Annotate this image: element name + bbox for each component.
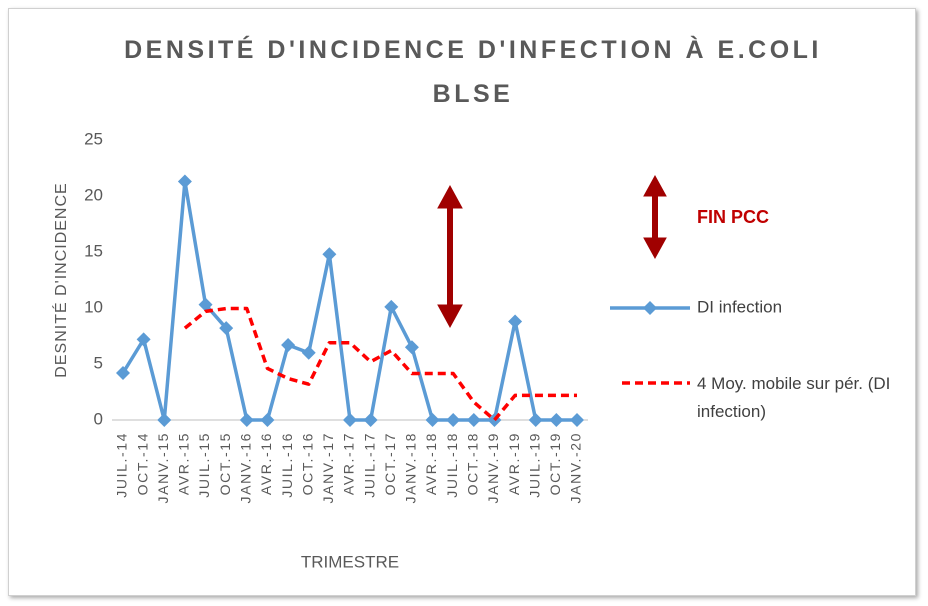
x-tick-label: AVR.-19 — [506, 432, 522, 495]
x-tick-label: OCT.-15 — [217, 432, 233, 495]
data-point — [260, 413, 275, 427]
x-tick-label: OCT.-18 — [465, 432, 481, 495]
x-tick-label: JANV.-19 — [485, 432, 501, 503]
legend-label: DI infection — [697, 297, 782, 316]
data-point — [528, 413, 543, 427]
x-tick-label: JUIL.-19 — [526, 432, 542, 498]
x-tick-label: JUIL.-14 — [114, 432, 130, 498]
chart-frame — [8, 8, 916, 596]
y-tick-label: 20 — [84, 185, 103, 204]
data-point — [177, 174, 192, 189]
series-line — [183, 306, 577, 422]
data-point — [549, 413, 564, 427]
data-point — [322, 247, 337, 262]
data-point — [219, 321, 234, 336]
data-point — [116, 365, 130, 380]
data-point — [157, 413, 172, 427]
data-point — [343, 413, 357, 427]
annotation: FIN PCC — [697, 207, 769, 227]
legend-label: 4 Moy. mobile sur pér. (DI infection) — [697, 374, 891, 421]
legend-swatch — [643, 301, 657, 315]
x-tick-label: OCT.-14 — [134, 432, 150, 495]
data-point — [466, 413, 481, 427]
arrow — [437, 184, 463, 329]
x-tick-label: OCT.-17 — [382, 432, 398, 495]
x-tick-label: OCT.-16 — [299, 432, 315, 495]
x-tick-label: JUIL.-16 — [279, 432, 295, 498]
x-axis-title: TRIMESTRE — [301, 552, 399, 571]
y-tick-label: 15 — [84, 241, 103, 260]
x-tick-label: JUIL.-17 — [361, 432, 377, 498]
data-point — [136, 332, 151, 347]
data-point — [239, 413, 254, 427]
x-tick-label: JUIL.-18 — [444, 432, 460, 498]
data-point — [508, 314, 523, 329]
x-tick-label: JANV.-16 — [238, 432, 254, 503]
x-tick-label: AVR.-16 — [258, 432, 274, 495]
data-point — [384, 299, 399, 314]
x-tick-label: JANV.-20 — [568, 432, 584, 503]
data-point — [281, 337, 296, 352]
x-tick-label: JANV.-15 — [155, 432, 171, 503]
x-tick-label: JUIL.-15 — [196, 432, 212, 498]
data-point — [363, 413, 378, 427]
x-tick-label: AVR.-15 — [176, 432, 192, 495]
y-axis-title: DESNITÉ D'INCIDENCE — [51, 182, 70, 377]
x-tick-label: AVR.-18 — [423, 432, 439, 495]
chart-title: DENSITÉ D'INCIDENCE D'INFECTION À E.COLI… — [124, 36, 822, 108]
y-tick-label: 10 — [84, 297, 103, 316]
x-tick-label: AVR.-17 — [341, 432, 357, 495]
arrow — [643, 174, 667, 260]
series-line — [121, 179, 577, 422]
data-point — [425, 413, 440, 427]
y-tick-label: 5 — [94, 353, 103, 372]
data-point — [404, 340, 419, 355]
x-tick-label: JANV.-18 — [403, 432, 419, 503]
y-tick-label: 0 — [94, 409, 103, 428]
data-point — [570, 413, 584, 427]
y-tick-label: 25 — [84, 129, 103, 148]
data-point — [446, 413, 461, 427]
data-point — [198, 297, 213, 312]
data-point — [301, 345, 316, 360]
x-tick-label: OCT.-19 — [547, 432, 563, 495]
x-tick-label: JANV.-17 — [320, 432, 336, 503]
